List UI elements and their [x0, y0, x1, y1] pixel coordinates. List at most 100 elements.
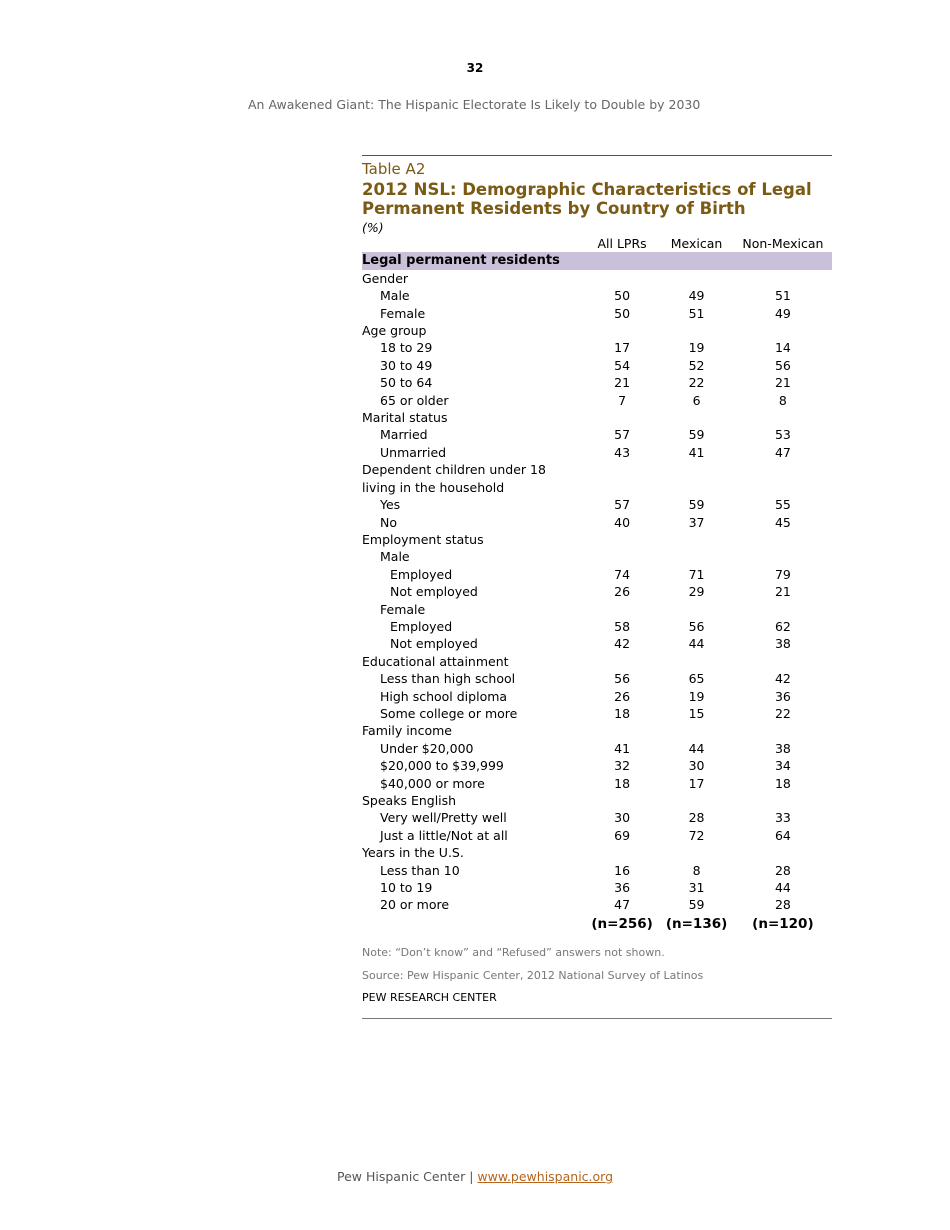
row-label: Some college or more	[380, 705, 518, 721]
row-label: Years in the U.S.	[362, 845, 464, 861]
table-row: No 40 37 45	[362, 514, 832, 531]
row-label: No	[380, 514, 397, 530]
cell-value: 62	[774, 618, 791, 634]
table-row: Male 50 49 51	[362, 287, 832, 304]
row-label: Age group	[362, 323, 427, 339]
page-footer: Pew Hispanic Center | www.pewhispanic.or…	[0, 1169, 950, 1184]
header-row: All LPRs Mexican Non-Mexican	[362, 235, 832, 252]
table-row: Not employed 42 44 38	[362, 635, 832, 652]
cell-value: 30	[688, 758, 705, 774]
table-row: Employment status	[362, 531, 832, 548]
table-container: Table A2 2012 NSL: Demographic Character…	[362, 155, 832, 1019]
cell-value: 7	[618, 392, 627, 408]
running-header: An Awakened Giant: The Hispanic Electora…	[248, 97, 701, 112]
row-label: 20 or more	[380, 897, 450, 913]
cell-value: 51	[688, 305, 705, 321]
cell-value: 21	[774, 584, 791, 600]
cell-value	[734, 844, 832, 861]
table-row: Family income	[362, 722, 832, 739]
table-row: living in the household	[362, 479, 832, 496]
cell-value	[734, 548, 832, 565]
cell-value	[585, 601, 659, 618]
table-row: Yes 57 59 55	[362, 496, 832, 513]
row-label: Gender	[362, 270, 409, 286]
cell-value: 57	[614, 497, 631, 513]
row-label: Employed	[390, 618, 453, 634]
cell-value: 16	[614, 862, 631, 878]
cell-value: 50	[614, 305, 631, 321]
table-row: Less than high school 56 65 42	[362, 670, 832, 687]
row-label: $40,000 or more	[380, 775, 485, 791]
cell-value: 42	[614, 636, 631, 652]
row-label: Yes	[380, 497, 401, 513]
row-label: Less than 10	[380, 862, 460, 878]
row-label: High school diploma	[380, 688, 508, 704]
table-row: Less than 10 16 8 28	[362, 862, 832, 879]
cell-value: 45	[774, 514, 791, 530]
cell-value: 56	[688, 618, 705, 634]
cell-value: 38	[774, 636, 791, 652]
cell-value: 47	[614, 897, 631, 913]
row-label: Just a little/Not at all	[380, 827, 508, 843]
cell-value	[585, 322, 659, 339]
cell-value: 36	[614, 880, 631, 896]
cell-value	[659, 322, 733, 339]
cell-value: 55	[774, 497, 791, 513]
cell-value: 30	[614, 810, 631, 826]
cell-value: 21	[774, 375, 791, 391]
website-link[interactable]: www.pewhispanic.org	[477, 1169, 614, 1184]
cell-value: 22	[688, 375, 705, 391]
table-row: Dependent children under 18	[362, 461, 832, 478]
cell-value: 56	[774, 357, 791, 373]
cell-value: 57	[614, 427, 631, 443]
row-label: Under $20,000	[380, 740, 474, 756]
cell-value: 49	[688, 288, 705, 304]
table-source: Source: Pew Hispanic Center, 2012 Nation…	[362, 968, 704, 982]
table-row: Years in the U.S.	[362, 844, 832, 861]
cell-value: 8	[778, 392, 787, 408]
cell-value	[659, 461, 733, 478]
table-row: Employed 58 56 62	[362, 618, 832, 635]
cell-value: 17	[614, 340, 631, 356]
cell-value: 18	[774, 775, 791, 791]
cell-value: 17	[688, 775, 705, 791]
table-row: Educational attainment	[362, 653, 832, 670]
cell-value: 26	[614, 584, 631, 600]
table-row: Under $20,000 41 44 38	[362, 740, 832, 757]
cell-value: 41	[688, 444, 705, 460]
table-row: 10 to 19 36 31 44	[362, 879, 832, 896]
data-table: All LPRs Mexican Non-Mexican Legal perma…	[362, 235, 832, 936]
cell-value	[734, 531, 832, 548]
divider	[362, 1017, 832, 1019]
table-row: 20 or more 47 59 28	[362, 896, 832, 913]
cell-value: 36	[774, 688, 791, 704]
row-label: Less than high school	[380, 671, 516, 687]
row-label: 18 to 29	[380, 340, 433, 356]
cell-value: 65	[688, 671, 705, 687]
cell-value: 53	[774, 427, 791, 443]
cell-value	[585, 653, 659, 670]
cell-value	[659, 653, 733, 670]
cell-value: 15	[688, 705, 705, 721]
cell-value	[659, 270, 733, 287]
cell-value: 22	[774, 705, 791, 721]
table-row: 18 to 29 17 19 14	[362, 339, 832, 356]
row-label: living in the household	[362, 479, 505, 495]
section-row: Legal permanent residents	[362, 252, 832, 270]
cell-value	[734, 270, 832, 287]
cell-value	[585, 409, 659, 426]
table-row: 65 or older 7 6 8	[362, 392, 832, 409]
cell-value: 59	[688, 897, 705, 913]
row-label: Male	[380, 288, 410, 304]
cell-value	[734, 461, 832, 478]
cell-value: 64	[774, 827, 791, 843]
cell-value	[585, 479, 659, 496]
cell-value	[585, 792, 659, 809]
cell-value: 34	[774, 758, 791, 774]
cell-value	[585, 548, 659, 565]
cell-value	[585, 722, 659, 739]
cell-value: 41	[614, 740, 631, 756]
footer-text: Pew Hispanic Center |	[336, 1169, 478, 1184]
page-number: 32	[466, 61, 484, 75]
cell-value	[585, 844, 659, 861]
